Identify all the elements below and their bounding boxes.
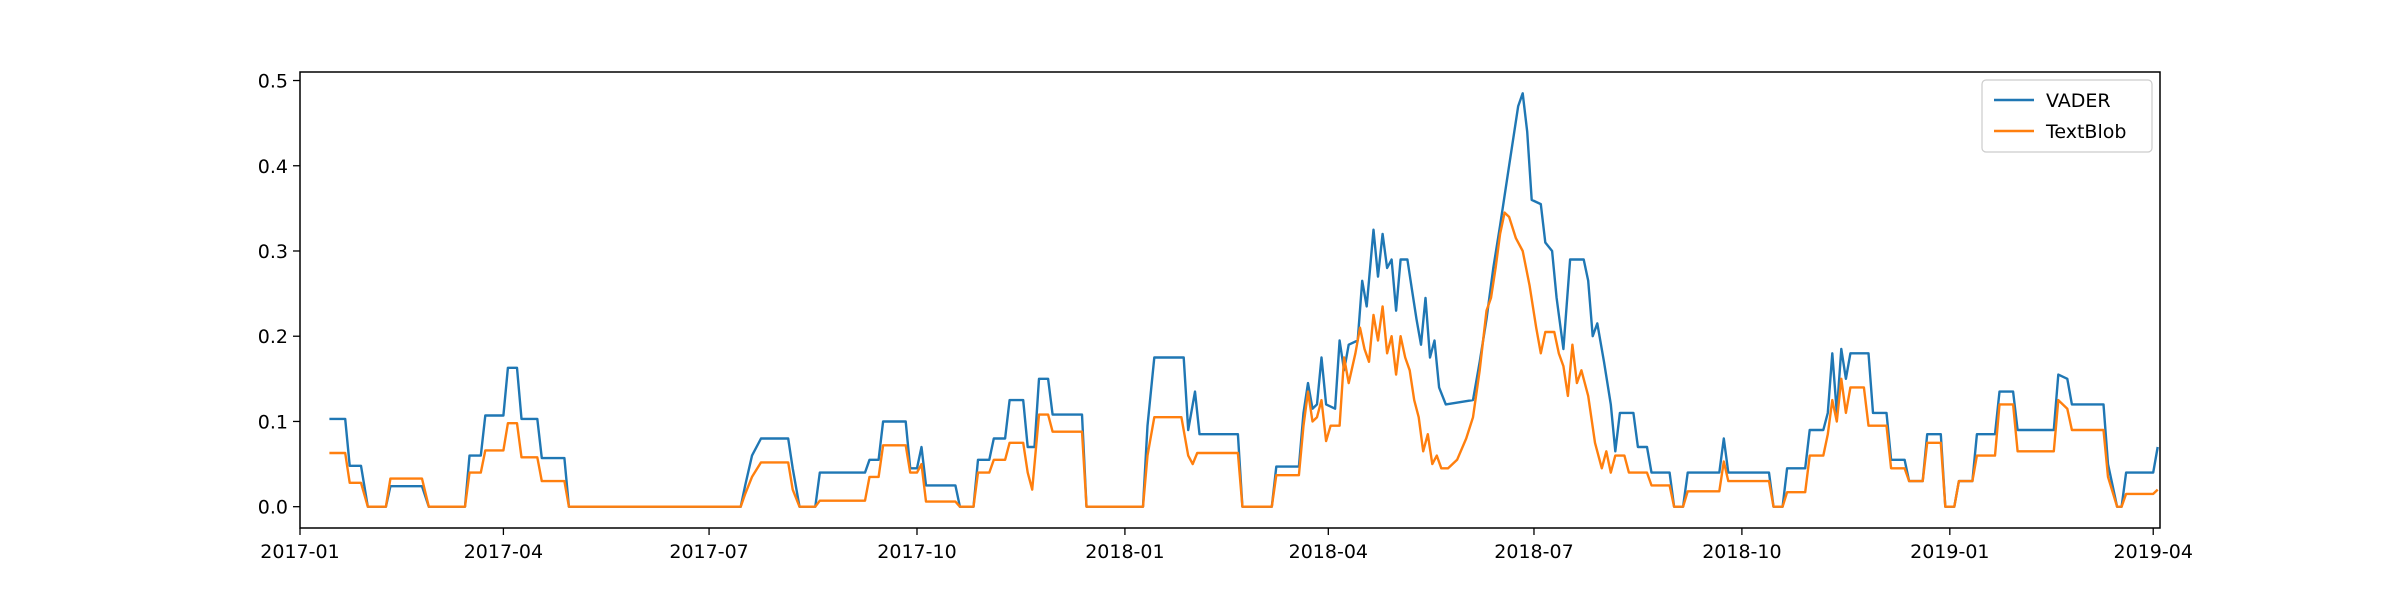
x-tick-label: 2017-07 bbox=[669, 541, 748, 563]
legend: VADER TextBlob bbox=[1981, 79, 2153, 153]
x-tick-label: 2017-04 bbox=[464, 541, 543, 563]
y-tick-label: 0.2 bbox=[258, 326, 288, 348]
y-tick-label: 0.4 bbox=[258, 156, 288, 178]
plot-frame bbox=[299, 71, 2161, 529]
x-tick-label: 2017-10 bbox=[877, 541, 956, 563]
series-layer bbox=[329, 92, 2159, 508]
y-tick-label: 0.3 bbox=[258, 241, 288, 263]
x-tick-label: 2018-10 bbox=[1702, 541, 1781, 563]
legend-label-textblob: TextBlob bbox=[2045, 121, 2126, 143]
x-tick-label: 2019-04 bbox=[2114, 541, 2193, 563]
legend-box bbox=[1981, 79, 2153, 153]
x-tick-label: 2018-01 bbox=[1085, 541, 1164, 563]
x-tick-label: 2019-01 bbox=[1910, 541, 1989, 563]
y-tick-label: 0.0 bbox=[258, 497, 288, 519]
x-tick-label: 2018-07 bbox=[1494, 541, 1573, 563]
y-tick-label: 0.1 bbox=[258, 411, 288, 433]
x-tick-label: 2017-01 bbox=[260, 541, 339, 563]
series-line-vader bbox=[329, 92, 2159, 508]
series-line-textblob bbox=[329, 211, 2159, 508]
y-tick-label: 0.5 bbox=[258, 71, 288, 93]
x-tick-label: 2018-04 bbox=[1289, 541, 1368, 563]
legend-label-vader: VADER bbox=[2046, 90, 2111, 112]
y-axis: 0.0 0.1 0.2 0.3 0.4 0.5 bbox=[258, 71, 300, 519]
x-axis: 2017-01 2017-04 2017-07 2017-10 2018-01 2018-… bbox=[260, 528, 2193, 563]
